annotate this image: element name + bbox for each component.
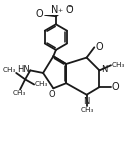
Text: O: O — [66, 5, 73, 15]
Text: +: + — [57, 8, 63, 13]
Text: N: N — [101, 65, 107, 74]
Text: N: N — [84, 97, 90, 106]
Text: HN: HN — [17, 65, 30, 74]
Text: CH₃: CH₃ — [13, 90, 26, 96]
Text: N: N — [51, 5, 59, 15]
Text: O: O — [95, 42, 103, 52]
Text: CH₃: CH₃ — [80, 107, 94, 113]
Text: O: O — [112, 82, 120, 92]
Text: CH₃: CH₃ — [2, 66, 16, 73]
Text: O: O — [35, 9, 43, 19]
Text: −: − — [68, 3, 73, 8]
Text: O: O — [49, 90, 56, 99]
Text: CH₃: CH₃ — [112, 62, 125, 68]
Text: CH₃: CH₃ — [35, 81, 48, 87]
